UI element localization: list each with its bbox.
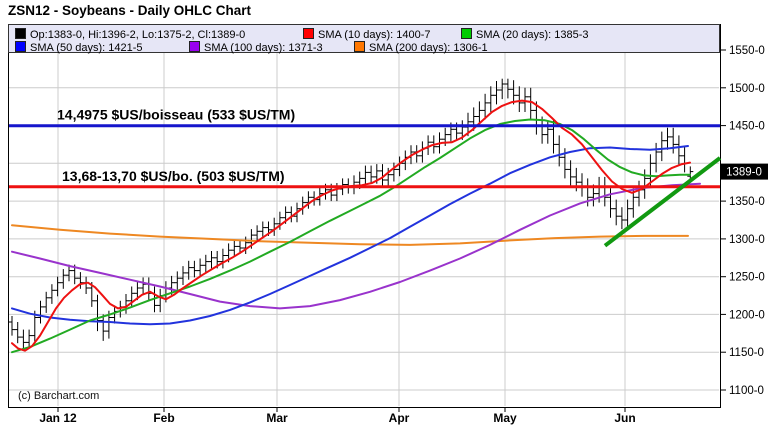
sma-line-sma100 [11,182,701,310]
ohlc-swatch-icon [15,28,26,39]
y-tick-label: 1300-0 [729,234,765,246]
x-tick-label: Jun [614,411,635,425]
legend-label-sma10: SMA (10 days): 1400-7 [318,29,431,41]
legend-item-sma200: SMA (200 days): 1306-1 [354,41,488,54]
legend-label-sma50: SMA (50 days): 1421-5 [30,42,143,54]
sma100-swatch-icon [189,41,200,52]
x-tick-label: May [493,411,517,425]
x-tick-label: Apr [389,411,410,425]
legend-label-sma20: SMA (20 days): 1385-3 [476,29,589,41]
y-tick-label: 1100-0 [729,385,764,397]
plot-frame [8,24,721,408]
copyright: (c) Barchart.com [18,390,99,402]
y-tick-label: 1550-0 [729,45,765,57]
y-tick-label: 1450-0 [729,121,765,133]
last-price-label: 1389-0 [726,167,762,179]
y-tick-label: 1150-0 [729,347,764,359]
x-axis: Jan 12 Feb Mar Apr May Jun [39,407,636,425]
y-tick-label: 1350-0 [729,196,765,208]
sma20-swatch-icon [461,28,472,39]
gridlines [9,52,719,406]
y-tick-label: 1200-0 [729,309,765,321]
sma10-swatch-icon [303,28,314,39]
legend-item-sma50: SMA (50 days): 1421-5 [15,41,143,54]
support-annotation: 13,68-13,70 $US/bo. (503 $US/TM) [62,168,285,184]
legend-item-sma100: SMA (100 days): 1371-3 [189,41,323,54]
trendline [603,156,722,248]
chart-legend: Op:1383-0, Hi:1396-2, Lo:1375-2, Cl:1389… [8,24,720,54]
x-tick-label: Jan 12 [39,411,77,425]
x-tick-label: Mar [266,411,288,425]
sma-line-sma50 [11,145,689,326]
sma200-swatch-icon [354,41,365,52]
y-axis: 1550-0 1500-0 1450-0 1350-0 1300-0 1250-0 1200… [720,45,765,397]
sma50-swatch-icon [15,41,26,52]
sma-line-sma10 [11,99,691,352]
resistance-annotation: 14,4975 $US/boisseau (533 $US/TM) [57,107,295,123]
sma-line-sma20 [11,118,691,354]
legend-item-sma10: SMA (10 days): 1400-7 [303,28,431,41]
legend-item-ohlc: Op:1383-0, Hi:1396-2, Lo:1375-2, Cl:1389… [15,28,246,41]
legend-label-ohlc: Op:1383-0, Hi:1396-2, Lo:1375-2, Cl:1389… [30,29,246,41]
last-price-badge [721,163,768,180]
legend-item-sma20: SMA (20 days): 1385-3 [461,28,589,41]
y-tick-label: 1500-0 [729,83,765,95]
legend-label-sma100: SMA (100 days): 1371-3 [204,42,323,54]
chart-title: ZSN12 - Soybeans - Daily OHLC Chart [8,3,252,18]
sma-line-sma200 [11,224,689,246]
x-tick-label: Feb [153,411,174,425]
y-tick-label: 1250-0 [729,272,765,284]
legend-label-sma200: SMA (200 days): 1306-1 [369,42,488,54]
